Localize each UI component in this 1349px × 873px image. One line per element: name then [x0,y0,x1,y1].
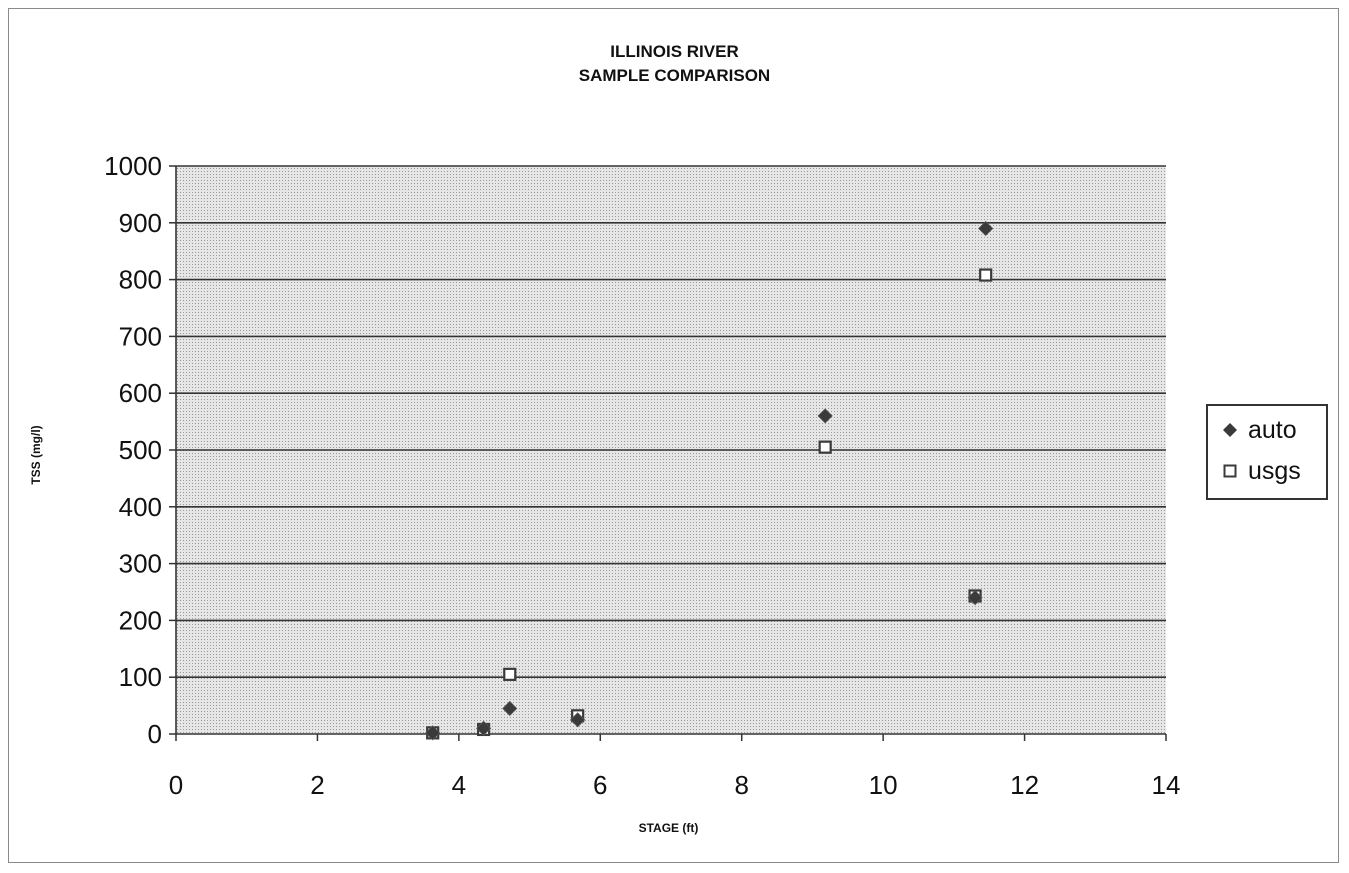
y-axis-title: TSS (mg/l) [29,425,43,485]
x-tick-label: 10 [869,770,898,800]
auto-point [425,725,441,741]
y-tick-label: 600 [119,378,162,408]
x-tick-label: 6 [593,770,607,800]
y-tick-label: 100 [119,662,162,692]
legend-label-auto: auto [1248,416,1297,444]
y-tick-label: 0 [148,719,162,749]
usgs-point [979,268,993,282]
auto-point [570,712,586,728]
x-axis-title: STAGE (ft) [638,821,699,835]
auto-point [817,408,833,424]
legend-item-auto: auto [1222,416,1297,445]
auto-point [476,720,492,736]
y-tick-label: 200 [119,605,162,635]
legend-item-usgs: usgs [1222,457,1301,486]
y-tick-label: 300 [119,549,162,579]
chart-subtitle: SAMPLE COMPARISON [578,66,771,85]
x-tick-label: 4 [452,770,466,800]
auto-point [967,590,983,606]
y-tick-label: 500 [119,435,162,465]
usgs-point [818,440,832,454]
legend-label-usgs: usgs [1248,457,1301,485]
y-tick-label: 400 [119,492,162,522]
x-tick-label: 0 [169,770,183,800]
x-tick-label: 2 [310,770,324,800]
legend: auto usgs [1206,404,1328,500]
usgs-point [503,667,517,681]
x-tick-label: 8 [734,770,748,800]
chart-title: ILLINOIS RIVER [610,42,739,61]
x-tick-label: 12 [1010,770,1039,800]
auto-point [502,700,518,717]
square-marker-icon [1222,457,1248,486]
auto-point [978,220,994,237]
y-tick-label: 900 [119,208,162,238]
diamond-marker-icon [1222,416,1248,445]
y-tick-label: 800 [119,265,162,295]
y-tick-label: 1000 [104,151,162,181]
x-tick-label: 14 [1152,770,1181,800]
y-tick-label: 700 [119,321,162,351]
